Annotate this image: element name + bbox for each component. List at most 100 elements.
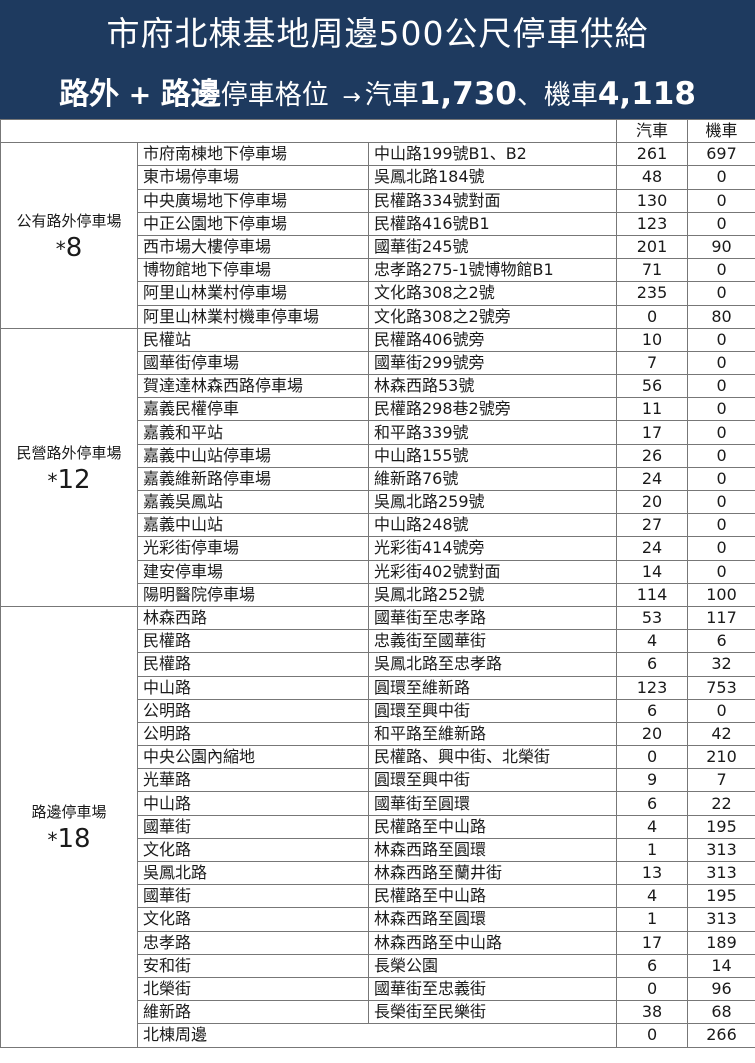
location-cell: 吳鳳北路259號 (367, 489, 618, 515)
location-cell: 民權路至中山路 (367, 884, 618, 909)
moto-count-cell: 313 (687, 907, 755, 932)
moto-count-cell: 697 (687, 142, 755, 167)
facility-name-cell: 嘉義和平站 (137, 420, 369, 445)
category-cell: 路邊停車場 *18 (0, 605, 138, 1048)
table-row: 安和街 長榮公園 6 14 (1, 953, 755, 978)
facility-name-cell: 博物館地下停車場 (137, 258, 369, 283)
car-count-cell: 235 (616, 281, 689, 306)
facility-name-cell: 阿里山林業村停車場 (137, 281, 369, 306)
moto-count-cell: 96 (687, 976, 755, 1002)
location-cell: 國華街至圓環 (367, 791, 618, 816)
title-banner: 市府北棟基地周邊500公尺停車供給 路外 + 路邊停車格位 → 汽車1,730、機… (0, 0, 755, 119)
facility-name-cell: 市府南棟地下停車場 (137, 142, 369, 167)
moto-column-header: 機車 (687, 118, 755, 144)
facility-name-cell: 嘉義民權停車 (137, 397, 369, 422)
location-cell: 長榮公園 (367, 953, 618, 978)
car-count-cell: 10 (616, 327, 689, 352)
location-cell: 光彩街414號旁 (367, 536, 618, 561)
facility-name-cell: 嘉義中山站 (137, 513, 369, 538)
table-row: 民權路 忠義街至國華街 4 6 (1, 629, 755, 654)
table-row: 阿里山林業村停車場 文化路308之2號 235 0 (1, 281, 755, 306)
car-count-cell: 53 (616, 605, 689, 631)
category-name: 民營路外停車場 (16, 443, 122, 462)
car-count-cell: 11 (616, 397, 689, 422)
moto-total-value: 4,118 (597, 76, 696, 112)
moto-count-cell: 189 (687, 930, 755, 955)
table-row: 西市場大樓停車場 國華街245號 201 90 (1, 234, 755, 260)
count-star: * (47, 828, 58, 853)
facility-name-cell: 中正公園地下停車場 (137, 211, 369, 236)
table-row: 中央公園內縮地 民權路、興中街、北榮街 0 210 (1, 745, 755, 770)
moto-count-cell: 0 (687, 350, 755, 376)
table-row: 忠孝路 林森西路至中山路 17 189 (1, 930, 755, 955)
table-row: 民權路 吳鳳北路至忠孝路 6 32 (1, 652, 755, 677)
car-count-cell: 26 (616, 443, 689, 468)
location-cell: 光彩街402號對面 (367, 559, 618, 584)
facility-name-cell: 文化路 (137, 907, 369, 932)
location-cell: 民權路334號對面 (367, 188, 618, 213)
car-count-cell: 56 (616, 374, 689, 399)
car-count-cell: 201 (616, 234, 689, 260)
table-row: 嘉義吳鳳站 吳鳳北路259號 20 0 (1, 489, 755, 515)
facility-name-cell: 建安停車場 (137, 559, 369, 584)
count-value: 12 (57, 464, 91, 495)
table-row: 文化路 林森西路至圓環 1 313 (1, 907, 755, 932)
car-count-cell: 71 (616, 258, 689, 283)
location-cell: 民權路298巷2號旁 (367, 397, 618, 422)
location-cell: 民權路406號旁 (367, 327, 618, 352)
car-count-cell: 4 (616, 884, 689, 909)
facility-name-cell: 林森西路 (137, 605, 369, 631)
car-count-cell: 24 (616, 466, 689, 492)
moto-count-cell: 0 (687, 327, 755, 352)
location-cell: 民權路416號B1 (367, 211, 618, 236)
facility-name-cell: 中央公園內縮地 (137, 745, 369, 770)
facility-name-cell: 國華街 (137, 814, 369, 839)
car-count-cell: 130 (616, 188, 689, 213)
moto-count-cell: 0 (687, 374, 755, 399)
category-cell: 民營路外停車場 *12 (0, 327, 138, 607)
car-count-cell: 0 (616, 745, 689, 770)
location-cell: 圓環至興中街 (367, 698, 618, 723)
moto-count-cell: 32 (687, 652, 755, 677)
table-row: 文化路 林森西路至圓環 1 313 (1, 837, 755, 863)
moto-count-cell: 266 (687, 1023, 755, 1048)
facility-name-cell: 維新路 (137, 1000, 369, 1025)
table-row: 吳鳳北路 林森西路至蘭井街 13 313 (1, 860, 755, 886)
location-cell: 圓環至興中街 (367, 768, 618, 793)
moto-count-cell: 0 (687, 536, 755, 561)
table-row: 阿里山林業村機車停車場 文化路308之2號旁 0 80 (1, 304, 755, 329)
facility-name-cell: 中山路 (137, 675, 369, 700)
location-cell: 國華街至忠孝路 (367, 605, 618, 631)
location-cell: 忠孝路275-1號博物館B1 (367, 258, 618, 283)
moto-count-cell: 0 (687, 420, 755, 445)
moto-count-cell: 42 (687, 721, 755, 747)
car-total-label: 汽車 (364, 80, 419, 111)
car-count-cell: 17 (616, 420, 689, 445)
location-cell: 圓環至維新路 (367, 675, 618, 700)
car-count-cell: 17 (616, 930, 689, 955)
facility-name-cell: 忠孝路 (137, 930, 369, 955)
facility-name-cell: 公明路 (137, 721, 369, 747)
moto-count-cell: 0 (687, 211, 755, 236)
moto-count-cell: 0 (687, 466, 755, 492)
location-cell: 國華街299號旁 (367, 350, 618, 376)
parking-supply-table: 汽車 機車 公有路外停車場 *8 市府南棟地下停車場 中山路199號B1、B2 261 6… (0, 118, 755, 1048)
car-count-cell: 13 (616, 860, 689, 886)
separator: 、 (516, 80, 544, 111)
facility-name-cell: 嘉義維新路停車場 (137, 466, 369, 492)
facility-name-cell: 民權路 (137, 652, 369, 677)
facility-name-cell: 民權站 (137, 327, 369, 352)
car-count-cell: 0 (616, 1023, 689, 1048)
facility-name-cell: 國華街 (137, 884, 369, 909)
location-cell: 國華街至忠義街 (367, 976, 618, 1002)
table-row: 公明路 圓環至興中街 6 0 (1, 698, 755, 723)
facility-name-cell: 嘉義吳鳳站 (137, 489, 369, 515)
location-cell: 吳鳳北路至忠孝路 (367, 652, 618, 677)
header-blank (0, 118, 618, 144)
car-count-cell: 1 (616, 907, 689, 932)
facility-name-cell: 中山路 (137, 791, 369, 816)
facility-name-cell: 中央廣場地下停車場 (137, 188, 369, 213)
moto-total-label: 機車 (543, 80, 598, 111)
location-cell: 忠義街至國華街 (367, 629, 618, 654)
location-cell: 文化路308之2號旁 (367, 304, 618, 329)
